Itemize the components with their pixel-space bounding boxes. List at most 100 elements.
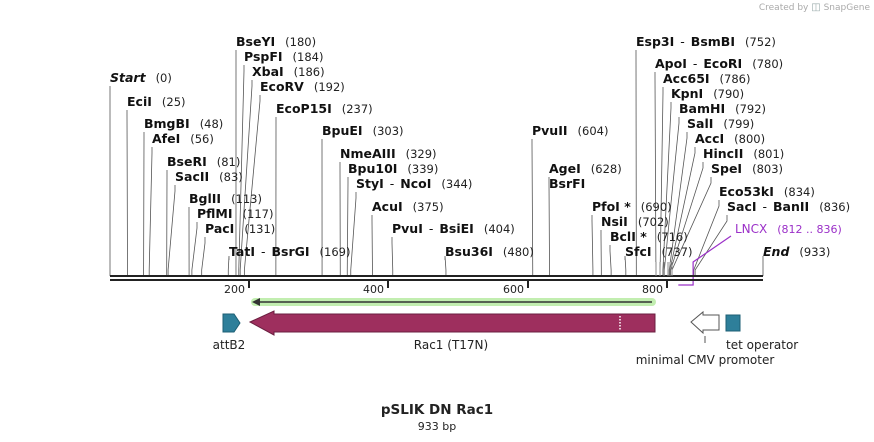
enzyme-name: Esp3I bbox=[636, 34, 674, 49]
enzyme-separator: - bbox=[429, 221, 434, 236]
enzyme-name-2: BsiEI bbox=[439, 221, 473, 236]
cut-line-bsu36i bbox=[444, 255, 447, 276]
enzyme-position: (169) bbox=[320, 245, 351, 259]
enzyme-name-2: BsmBI bbox=[691, 34, 735, 49]
cut-line-agei bbox=[548, 177, 550, 276]
enzyme-label-afei: AfeI (56) bbox=[152, 131, 214, 146]
enzyme-position: (375) bbox=[413, 200, 444, 214]
enzyme-label-styi-ncoi: StyI - NcoI (344) bbox=[356, 176, 472, 191]
enzyme-separator: - bbox=[680, 34, 685, 49]
cut-line-apoi-ecori bbox=[654, 72, 657, 276]
enzyme-name-2: EcoRI bbox=[703, 56, 742, 71]
enzyme-label-hincii: HincII (801) bbox=[703, 146, 784, 161]
cut-line-pspfi bbox=[238, 65, 245, 276]
enzyme-label-bamhi: BamHI (792) bbox=[679, 101, 766, 116]
enzyme-position: (339) bbox=[407, 162, 438, 176]
enzyme-name: ApoI bbox=[655, 56, 687, 71]
sequence-length: 933 bp bbox=[417, 420, 457, 433]
enzyme-label-pfoi: PfoI * (690) bbox=[592, 199, 672, 214]
cut-line-paci bbox=[201, 237, 206, 276]
enzyme-name: BsrFI bbox=[549, 176, 585, 191]
enzyme-position: (834) bbox=[784, 185, 815, 199]
enzyme-label-bseyi: BseYI (180) bbox=[236, 34, 316, 49]
enzyme-name: AgeI bbox=[549, 161, 581, 176]
enzyme-name: SpeI bbox=[711, 161, 742, 176]
enzyme-label-pflmi: PflMI (117) bbox=[197, 206, 273, 221]
enzyme-label-bsrfi: BsrFI bbox=[549, 176, 585, 191]
enzyme-label-end: End (933) bbox=[763, 244, 830, 259]
enzyme-position: (48) bbox=[200, 117, 224, 131]
enzyme-label-nsii: NsiI (702) bbox=[601, 214, 669, 229]
enzyme-label-nmeaiii: NmeAIII (329) bbox=[340, 146, 437, 161]
lncx-annotation: LNCX (812 .. 836) bbox=[678, 222, 842, 286]
enzyme-name: BglII bbox=[189, 191, 221, 206]
orf-arrow bbox=[251, 298, 656, 306]
enzyme-position: (117) bbox=[243, 207, 274, 221]
cut-line-kpni bbox=[662, 102, 672, 276]
cut-line-pvui-bsiei bbox=[391, 237, 394, 276]
feature-label-tet-operator: tet operator bbox=[726, 338, 798, 352]
enzyme-name: End bbox=[763, 244, 790, 259]
enzyme-label-pspfi: PspFI (184) bbox=[244, 49, 323, 64]
enzyme-name: EcoP15I bbox=[276, 101, 332, 116]
enzyme-label-ecorv: EcoRV (192) bbox=[260, 79, 345, 94]
enzyme-position: (801) bbox=[753, 147, 784, 161]
enzyme-position: (0) bbox=[156, 71, 172, 85]
enzyme-label-agei: AgeI (628) bbox=[549, 161, 622, 176]
lncx-name: LNCX bbox=[735, 222, 767, 236]
enzyme-position: (113) bbox=[231, 192, 262, 206]
enzyme-label-bmgbi: BmgBI (48) bbox=[144, 116, 223, 131]
cut-line-bcli bbox=[609, 245, 612, 276]
enzyme-name: SfcI bbox=[625, 244, 652, 259]
cut-line-styi-ncoi bbox=[350, 192, 357, 276]
enzyme-name: NsiI bbox=[601, 214, 628, 229]
ruler-tick-label: 200 bbox=[224, 283, 245, 296]
sequence-title: pSLIK DN Rac1 bbox=[380, 402, 494, 418]
enzyme-name: XbaI bbox=[252, 64, 284, 79]
enzyme-label-bglii: BglII (113) bbox=[189, 191, 262, 206]
cut-line-pvuii bbox=[531, 139, 534, 276]
enzyme-position: (716) bbox=[657, 230, 688, 244]
enzyme-label-eco53ki: Eco53kI (834) bbox=[719, 184, 815, 199]
enzyme-name: AfeI bbox=[152, 131, 180, 146]
enzyme-position: (237) bbox=[342, 102, 373, 116]
enzyme-label-xbai: XbaI (186) bbox=[252, 64, 325, 79]
enzyme-label-bpu10i: Bpu10I (339) bbox=[348, 161, 438, 176]
enzyme-position: (836) bbox=[819, 200, 850, 214]
cut-line-hincii bbox=[670, 162, 704, 276]
enzyme-name: NmeAIII bbox=[340, 146, 396, 161]
enzyme-name: KpnI bbox=[671, 86, 703, 101]
enzyme-name: Acc65I bbox=[663, 71, 710, 86]
enzyme-name: TatI bbox=[229, 244, 255, 259]
enzyme-name: PspFI bbox=[244, 49, 283, 64]
enzyme-label-sali: SalI (799) bbox=[687, 116, 754, 131]
enzyme-name: SacII bbox=[175, 169, 209, 184]
enzyme-position: (303) bbox=[373, 124, 404, 138]
enzyme-label-paci: PacI (131) bbox=[205, 221, 275, 236]
cut-line-sacii bbox=[167, 185, 176, 276]
enzyme-position: (799) bbox=[723, 117, 754, 131]
enzyme-label-bpuei: BpuEI (303) bbox=[322, 123, 404, 138]
enzyme-separator: - bbox=[390, 176, 395, 191]
feature-rac1 bbox=[248, 310, 656, 336]
enzyme-position: (737) bbox=[662, 245, 693, 259]
cut-line-spei bbox=[671, 177, 712, 276]
enzyme-separator: - bbox=[763, 199, 768, 214]
enzyme-position: (604) bbox=[578, 124, 609, 138]
enzyme-name: SacI bbox=[727, 199, 757, 214]
enzyme-name: Eco53kI bbox=[719, 184, 774, 199]
enzyme-position: (186) bbox=[294, 65, 325, 79]
enzyme-label-spei: SpeI (803) bbox=[711, 161, 783, 176]
enzyme-position: (83) bbox=[219, 170, 243, 184]
enzyme-name-2: BanII bbox=[773, 199, 809, 214]
enzyme-separator: - bbox=[261, 244, 266, 259]
enzyme-name: BseYI bbox=[236, 34, 275, 49]
cut-line-eco53ki bbox=[693, 200, 720, 276]
enzyme-position: (780) bbox=[752, 57, 783, 71]
cut-line-afei bbox=[148, 147, 153, 276]
cut-line-pfoi bbox=[591, 215, 594, 276]
credit-prefix: Created by bbox=[758, 3, 809, 13]
enzyme-position: (792) bbox=[735, 102, 766, 116]
enzyme-labels: Start (0) EciI (25) BmgBI (48) AfeI (56) BseRI (8… bbox=[110, 34, 850, 259]
enzyme-label-bcli: BclI * (716) bbox=[610, 229, 688, 244]
